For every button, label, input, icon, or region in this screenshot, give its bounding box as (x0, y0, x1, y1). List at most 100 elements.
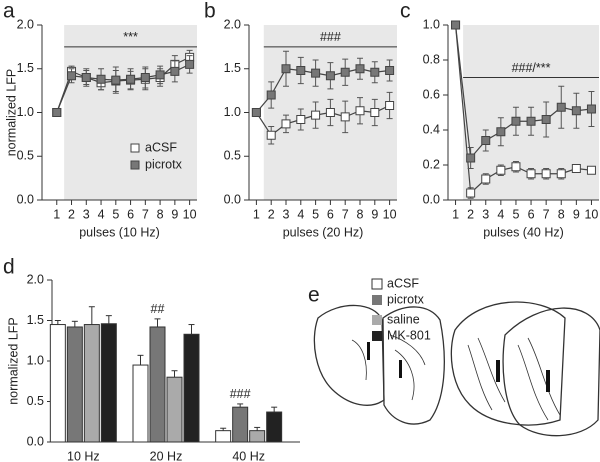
x-tick-label: 2 (268, 207, 275, 221)
marker (481, 174, 491, 184)
marker (111, 75, 121, 85)
x-tick-label: 8 (357, 207, 364, 221)
bar (149, 326, 166, 443)
x-tick-label: 4 (98, 207, 105, 221)
bar (183, 333, 200, 443)
legend-swatch (372, 315, 382, 325)
marker (355, 106, 365, 116)
x-tick-label: 1 (452, 207, 459, 221)
x-tick-label: 7 (342, 207, 349, 221)
x-tick-label: 1 (53, 207, 60, 221)
x-axis-label: pulses (10 Hz) (79, 225, 160, 239)
marker (385, 101, 395, 110)
y-tick-label: 0.5 (224, 149, 241, 163)
panel-label: c (400, 0, 411, 23)
marker (52, 108, 62, 117)
x-tick-label: 6 (127, 207, 134, 221)
x-tick-label: 7 (142, 207, 149, 221)
legend-label: saline (387, 312, 420, 326)
marker (586, 165, 596, 175)
marker (340, 67, 350, 77)
marker (511, 162, 521, 172)
y-tick-label: 0.4 (423, 122, 440, 136)
y-tick-label: 0.0 (224, 192, 241, 206)
legend-swatch (130, 160, 140, 170)
x-axis-label: pulses (20 Hz) (283, 225, 364, 239)
annotation: ### (230, 387, 251, 401)
x-tick-label: 20 Hz (150, 449, 183, 462)
marker (81, 73, 91, 82)
panel-label: d (3, 256, 15, 279)
marker (385, 66, 395, 75)
bar (83, 324, 100, 443)
marker (311, 68, 321, 78)
bar (49, 324, 66, 443)
electrode-sites (367, 342, 550, 392)
y-tick-label: 1.5 (224, 61, 241, 75)
marker (325, 71, 335, 81)
panel-label: e (308, 284, 320, 307)
marker (296, 115, 306, 124)
x-tick-label: 40 Hz (232, 449, 265, 462)
y-tick-label: 0.5 (17, 149, 34, 163)
x-tick-label: 10 (183, 207, 197, 221)
brain-sections (313, 301, 600, 437)
annotation: ## (151, 302, 165, 316)
marker (170, 66, 180, 76)
bar (100, 323, 117, 443)
x-tick-label: 10 (584, 207, 598, 221)
x-tick-label: 4 (297, 207, 304, 221)
y-tick-label: 0.2 (423, 157, 440, 171)
x-tick-label: 3 (83, 207, 90, 221)
marker (266, 90, 276, 100)
y-tick-label: 1.0 (224, 105, 241, 119)
bar (249, 430, 266, 443)
y-axis-label: normalized LFP (4, 69, 18, 157)
marker (496, 165, 506, 175)
marker (340, 112, 350, 122)
marker (556, 102, 566, 112)
marker (96, 74, 106, 84)
annotation: ###/*** (512, 61, 551, 75)
x-axis-label: pulses (40 Hz) (483, 225, 564, 239)
marker (466, 153, 476, 163)
shaded-region (64, 25, 198, 200)
y-tick-label: 1.5 (17, 61, 34, 75)
marker (281, 64, 291, 74)
marker (266, 130, 276, 140)
annotation: *** (123, 30, 138, 44)
legend-label: picrotx (387, 292, 425, 306)
x-tick-label: 2 (68, 207, 75, 221)
marker (526, 169, 536, 179)
y-tick-label: 1.0 (27, 353, 44, 367)
marker (325, 108, 335, 117)
x-tick-label: 4 (497, 207, 504, 221)
legend-label: aCSF (145, 140, 177, 154)
marker (67, 71, 77, 81)
x-tick-label: 9 (171, 207, 178, 221)
x-tick-label: 3 (283, 207, 290, 221)
marker (466, 188, 476, 198)
marker (451, 20, 461, 30)
panel-label: b (204, 0, 216, 23)
x-tick-label: 8 (157, 207, 164, 221)
x-tick-label: 6 (528, 207, 535, 221)
panel-label: a (3, 0, 15, 23)
x-tick-label: 5 (512, 207, 519, 221)
series-line (56, 56, 190, 113)
x-tick-label: 6 (327, 207, 334, 221)
bar (66, 326, 83, 443)
y-tick-label: 2.0 (224, 17, 241, 31)
x-tick-label: 3 (482, 207, 489, 221)
bar (232, 406, 249, 443)
legend-swatch (130, 143, 140, 153)
y-tick-label: 2.0 (27, 272, 44, 286)
x-tick-label: 7 (543, 207, 550, 221)
marker (541, 115, 551, 124)
marker (556, 169, 566, 179)
legend-swatch (372, 295, 382, 305)
marker (511, 116, 521, 126)
legend-label: picrotx (145, 157, 183, 171)
y-tick-label: 0.0 (27, 434, 44, 448)
